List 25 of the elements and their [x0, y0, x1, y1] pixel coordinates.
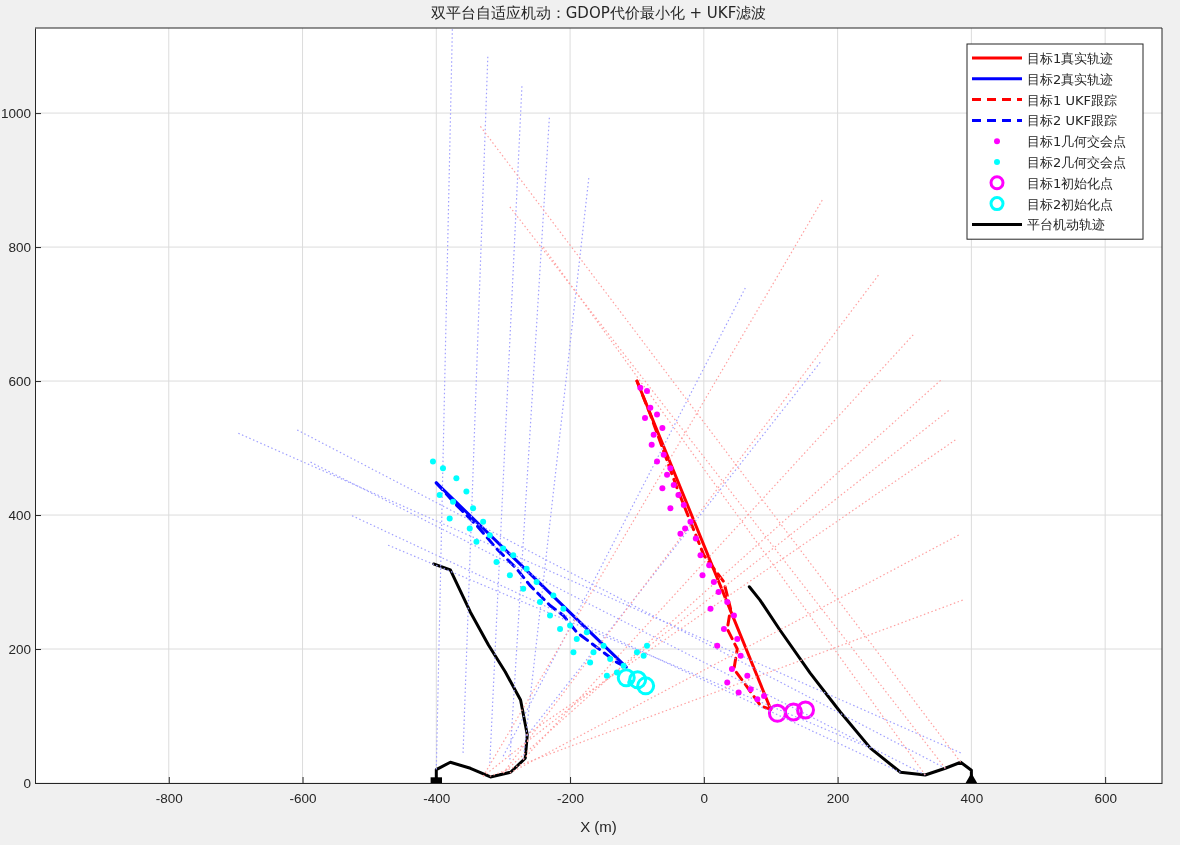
x-tick-label: -600	[289, 790, 317, 806]
x-tick-label: -800	[155, 790, 183, 806]
legend-label: 目标1 UKF跟踪	[1027, 92, 1117, 108]
legend-label: 目标2初始化点	[1027, 196, 1114, 212]
legend-label: 目标1初始化点	[1027, 175, 1114, 191]
chart-title: 双平台自适应机动：GDOP代价最小化 + UKF滤波	[430, 4, 767, 22]
y-tick-label: 400	[8, 507, 31, 523]
y-tick-label: 1000	[0, 105, 31, 121]
legend-label: 目标2真实轨迹	[1027, 71, 1114, 87]
x-tick-label: -200	[557, 790, 585, 806]
y-tick-label: 800	[8, 239, 31, 255]
legend-label: 目标2几何交会点	[1027, 155, 1127, 170]
x-tick-label: 0	[700, 790, 709, 806]
legend-label: 目标1真实轨迹	[1027, 51, 1114, 66]
x-tick-label: 600	[1094, 790, 1117, 806]
legend-label: 平台机动轨迹	[1027, 217, 1105, 233]
y-tick-label: 0	[23, 775, 31, 791]
y-tick-label: 200	[8, 641, 31, 657]
legend-label: 目标1几何交会点	[1027, 134, 1127, 150]
x-axis-title: X (m)	[580, 818, 617, 835]
y-tick-label: 600	[8, 373, 31, 389]
x-tick-label: 200	[826, 790, 850, 806]
x-tick-label: -400	[423, 790, 451, 806]
legend-label: 目标2 UKF跟踪	[1027, 113, 1117, 129]
x-tick-label: 400	[960, 790, 984, 806]
